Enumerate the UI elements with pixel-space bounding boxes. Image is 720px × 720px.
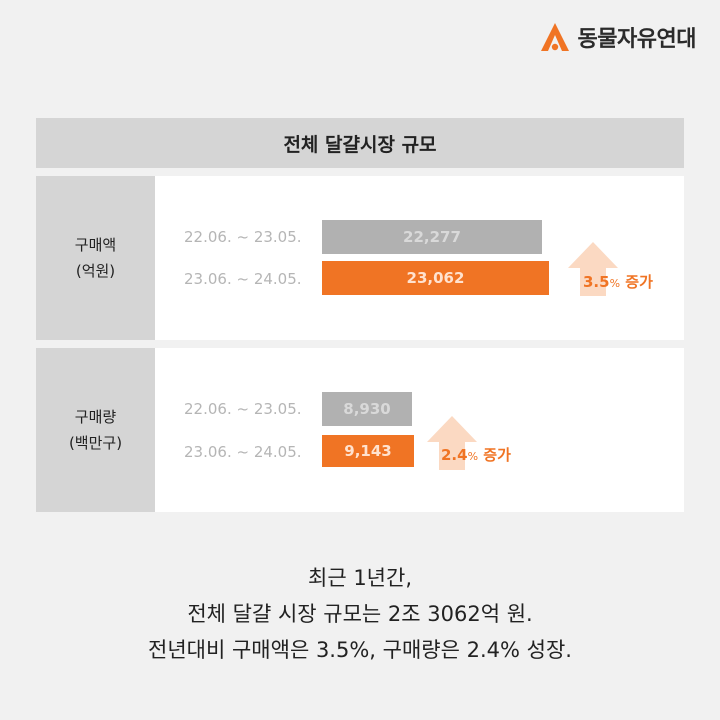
summary-line: 전년대비 구매액은 3.5%, 구매량은 2.4% 성장.	[148, 638, 572, 662]
bar-previous-year: 8,930	[322, 392, 412, 426]
panel-label: 구매량 (백만구)	[36, 348, 155, 512]
bar-value-label: 8,930	[343, 400, 391, 418]
growth-label: 3.5% 증가	[583, 271, 653, 292]
category-label: 23.06. ~ 24.05.	[184, 270, 302, 288]
brand-name: 동물자유연대	[577, 27, 697, 52]
bar-value-label: 9,143	[344, 442, 392, 460]
chart-title-bar: 전체 달걀시장 규모	[36, 118, 684, 168]
increase-arrow-icon	[427, 416, 477, 470]
bar-current-year: 9,143	[322, 435, 414, 467]
bar-value-label: 22,277	[403, 228, 461, 246]
summary-line: 전체 달걀 시장 규모는 2조 3062억 원.	[187, 602, 533, 626]
category-label: 22.06. ~ 23.05.	[184, 400, 302, 418]
panel-purchase-volume: 구매량 (백만구) 22.06. ~ 23.05. 23.06. ~ 24.05…	[36, 348, 684, 512]
growth-unit: %	[609, 277, 621, 290]
growth-value: 2.4	[441, 446, 468, 464]
panel-label-line2: (억원)	[75, 262, 116, 280]
growth-label: 2.4% 증가	[441, 444, 511, 465]
bar-current-year: 23,062	[322, 261, 549, 295]
brand-mark-icon	[540, 23, 569, 51]
panel-label-line1: 구매액	[74, 236, 117, 254]
growth-value: 3.5	[583, 273, 610, 291]
bar-previous-year: 22,277	[322, 220, 542, 254]
panel-purchase-amount: 구매액 (억원) 22.06. ~ 23.05. 23.06. ~ 24.05.…	[36, 176, 684, 340]
panel-label: 구매액 (억원)	[36, 176, 155, 340]
brand-logo: 동물자유연대	[538, 20, 697, 54]
panel-label-line1: 구매량	[74, 408, 117, 426]
panel-label-line2: (백만구)	[68, 434, 123, 452]
growth-unit: %	[467, 450, 479, 463]
chart-title: 전체 달걀시장 규모	[283, 133, 437, 156]
summary-line: 최근 1년간,	[308, 566, 412, 590]
increase-arrow-icon	[568, 242, 618, 296]
bar-value-label: 23,062	[406, 269, 465, 287]
category-label: 22.06. ~ 23.05.	[184, 228, 302, 246]
summary-text: 최근 1년간, 전체 달걀 시장 규모는 2조 3062억 원. 전년대비 구매…	[0, 560, 720, 668]
category-label: 23.06. ~ 24.05.	[184, 443, 302, 461]
growth-text: 증가	[625, 273, 653, 291]
growth-text: 증가	[483, 446, 511, 464]
